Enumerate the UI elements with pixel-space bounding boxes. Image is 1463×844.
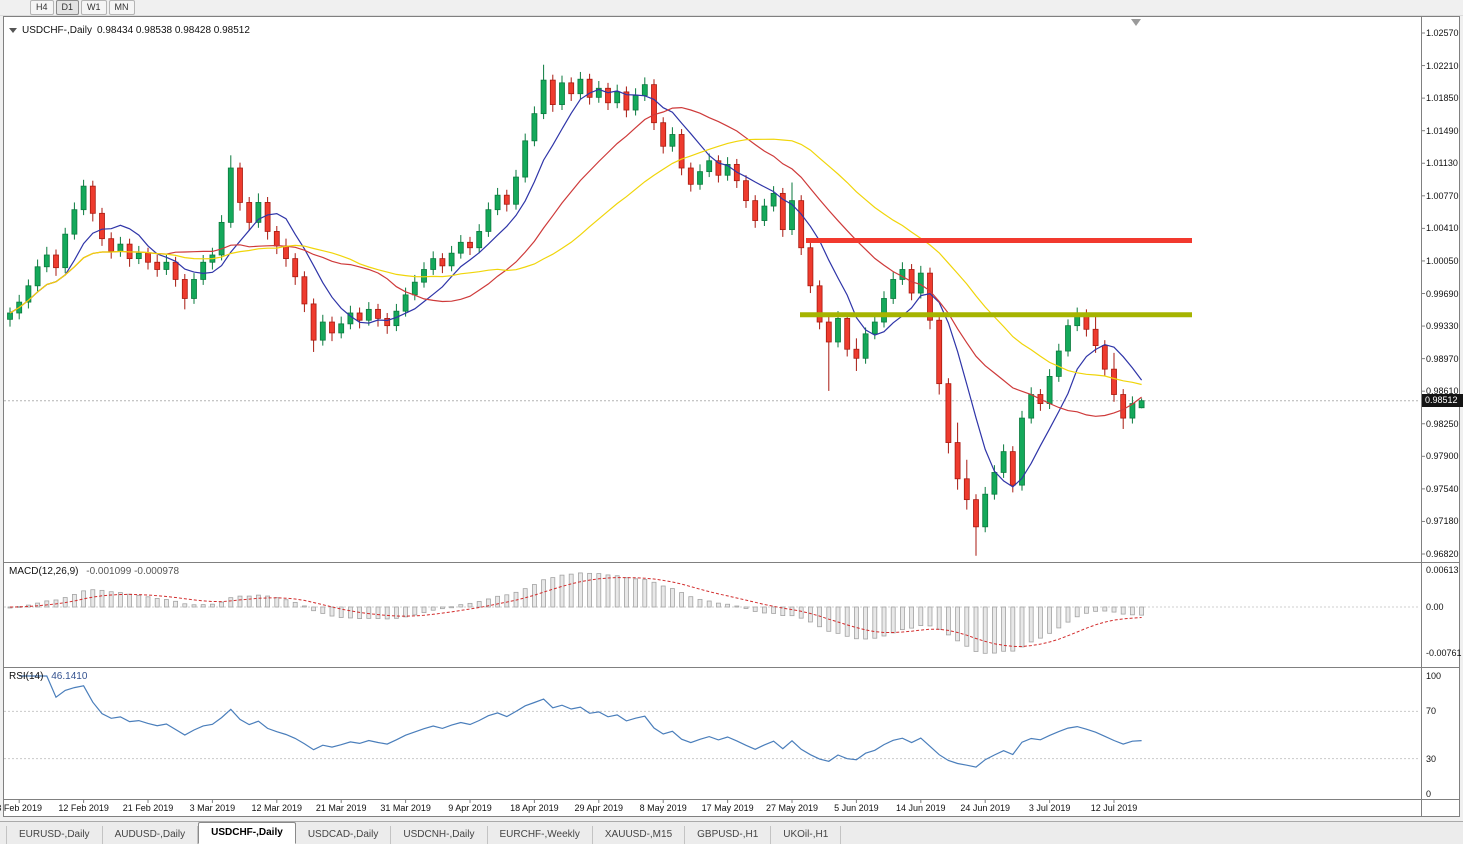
tab-eurchf-weekly[interactable]: EURCHF-,Weekly [488, 826, 593, 844]
date-axis-label: 5 Jun 2019 [834, 803, 879, 813]
rsi-axis-label: 0 [1426, 789, 1432, 799]
date-axis-label: 12 Jul 2019 [1090, 803, 1138, 813]
macd-axis-label: 0.00613 [1426, 564, 1459, 575]
date-axis-label: 29 Apr 2019 [574, 803, 624, 813]
panel-divider[interactable] [3, 667, 1460, 668]
date-axis-label: 18 Apr 2019 [510, 803, 559, 813]
date-axis-label: 14 Jun 2019 [896, 803, 946, 813]
timeframe-button-w1[interactable]: W1 [81, 0, 107, 15]
price-axis-label: 1.00050 [1426, 255, 1459, 266]
chart-ohlc-values: 0.98434 0.98538 0.98428 0.98512 [97, 25, 250, 36]
timeframe-button-h4[interactable]: H4 [30, 0, 54, 15]
price-axis-label: 0.97180 [1426, 516, 1459, 527]
price-axis-label: 0.96820 [1426, 549, 1459, 559]
chart-title: USDCHF-,Daily 0.98434 0.98538 0.98428 0.… [9, 25, 250, 36]
main-chart-canvas[interactable] [4, 17, 1420, 562]
date-axis-label: 8 May 2019 [639, 803, 687, 813]
date-axis-label: 17 May 2019 [701, 803, 754, 813]
rsi-axis-label: 100 [1426, 671, 1442, 681]
tab-gbpusd-h1[interactable]: GBPUSD-,H1 [685, 826, 772, 844]
rsi-axis-label: 30 [1426, 753, 1437, 764]
current-price-tag: 0.98512 [1422, 394, 1463, 408]
tab-usdcnh-daily[interactable]: USDCNH-,Daily [391, 826, 488, 844]
rsi-axis-label: 70 [1426, 706, 1437, 717]
macd-panel[interactable] [4, 563, 1420, 666]
date-axis-label: 12 Mar 2019 [251, 803, 303, 813]
price-axis-label: 1.00410 [1426, 223, 1459, 234]
date-axis-label: 3 Mar 2019 [189, 803, 236, 813]
date-axis-label: 21 Feb 2019 [122, 803, 174, 813]
date-axis-label: 24 Jun 2019 [960, 803, 1010, 813]
price-axis-label: 1.01130 [1426, 158, 1458, 169]
tab-eurusd-daily[interactable]: EURUSD-,Daily [6, 826, 103, 844]
price-axis-label: 1.00770 [1426, 190, 1459, 201]
tab-ukoil-h1[interactable]: UKOil-,H1 [771, 826, 842, 844]
tab-usdchf-daily[interactable]: USDCHF-,Daily [198, 822, 296, 844]
date-axis-label: 3 Feb 2019 [0, 803, 42, 813]
macd-name: MACD(12,26,9) [9, 566, 79, 577]
macd-values: -0.001099 -0.000978 [86, 566, 180, 577]
macd-axis-label: -0.00761 [1426, 647, 1462, 658]
chevron-down-icon[interactable] [9, 28, 17, 33]
tab-xauusd-m15[interactable]: XAUUSD-,M15 [593, 826, 686, 844]
date-axis-label: 12 Feb 2019 [58, 803, 109, 813]
price-axis-separator [1421, 16, 1422, 817]
price-axis-label: 0.99330 [1426, 321, 1459, 332]
price-axis-label: 0.98970 [1426, 353, 1459, 364]
timeframe-button-mn[interactable]: MN [108, 0, 135, 15]
date-axis-label: 31 Mar 2019 [380, 803, 431, 813]
price-axis-label: 1.02210 [1426, 60, 1459, 71]
timeframe-toolbar: H4 D1 W1 MN [0, 0, 1463, 16]
tab-audusd-daily[interactable]: AUDUSD-,Daily [103, 826, 199, 844]
price-axis-label: 1.02570 [1426, 28, 1459, 38]
date-axis-label: 27 May 2019 [765, 803, 819, 813]
panel-divider[interactable] [3, 562, 1460, 563]
timeframe-button-d1[interactable]: D1 [55, 0, 80, 15]
panel-divider [3, 799, 1460, 800]
rsi-value: 46.1410 [51, 671, 88, 682]
date-axis-label: 3 Jul 2019 [1028, 803, 1071, 813]
rsi-panel[interactable] [4, 668, 1420, 798]
rsi-name: RSI(14) [9, 671, 44, 682]
price-axis-label: 0.99690 [1426, 288, 1459, 299]
price-axis-label: 1.01490 [1426, 125, 1459, 136]
date-axis-label: 21 Mar 2019 [315, 803, 367, 813]
chart-tabs-bar: EURUSD-,Daily AUDUSD-,Daily USDCHF-,Daily U… [0, 821, 1463, 844]
price-axis-label: 0.98250 [1426, 418, 1459, 429]
chart-symbol-label: USDCHF-,Daily [22, 25, 92, 36]
price-axis-label: 0.97540 [1426, 483, 1459, 494]
rsi-indicator-label: RSI(14) 46.1410 [9, 671, 87, 682]
price-axis-label: 0.97900 [1426, 451, 1459, 462]
macd-indicator-label: MACD(12,26,9) -0.001099 -0.000978 [9, 566, 179, 577]
price-axis-label: 1.01850 [1426, 93, 1459, 104]
macd-axis-label: 0.00 [1426, 602, 1444, 612]
tab-usdcad-daily[interactable]: USDCAD-,Daily [296, 826, 392, 844]
date-axis-label: 9 Apr 2019 [448, 803, 492, 813]
price-axis-label: 0.98610 [1426, 386, 1459, 397]
